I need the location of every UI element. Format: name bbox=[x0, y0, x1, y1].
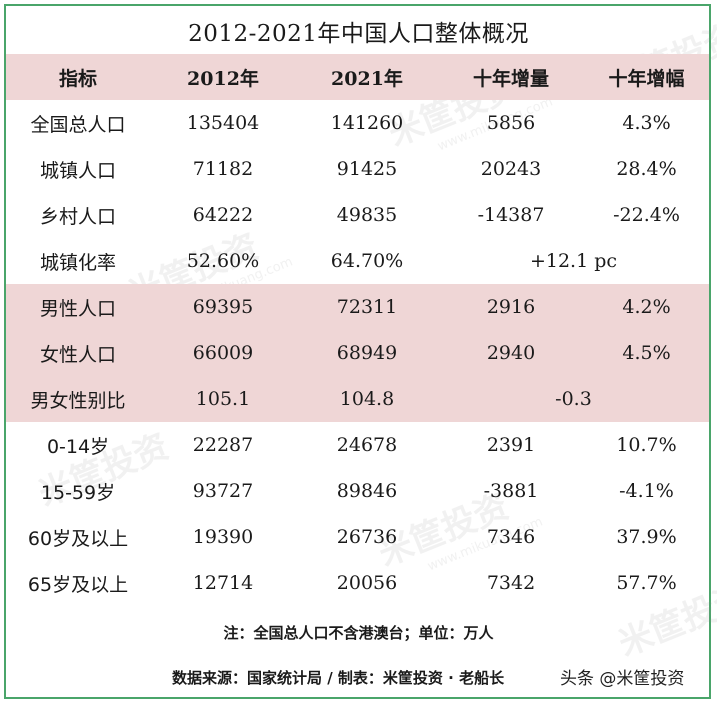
table-row: 男性人口 69395 72311 2916 4.2% bbox=[6, 284, 709, 330]
table-row: 65岁及以上 12714 20056 7342 57.7% bbox=[6, 560, 709, 606]
increase-value: -3881 bbox=[483, 480, 539, 502]
row-label: 65岁及以上 bbox=[27, 573, 129, 596]
row-label: 0-14岁 bbox=[46, 435, 110, 458]
value-2012: 64222 bbox=[192, 204, 254, 226]
table-row: 女性人口 66009 68949 2940 4.5% bbox=[6, 330, 709, 376]
table-row: 全国总人口 135404 141260 5856 4.3% bbox=[6, 100, 709, 146]
table-frame bbox=[4, 4, 711, 699]
value-2021: 49835 bbox=[336, 204, 398, 226]
value-2021: 91425 bbox=[336, 158, 398, 180]
table-body: 全国总人口 135404 141260 5856 4.3% 城镇人口 71182 91425 2… bbox=[6, 100, 709, 606]
value-2012: 52.60% bbox=[186, 250, 260, 272]
value-2012: 12714 bbox=[192, 572, 254, 594]
header-2021: 2021年 bbox=[296, 54, 438, 100]
table-row: 城镇化率 52.60% 64.70% +12.1 pc bbox=[6, 238, 709, 284]
increase-value: 2916 bbox=[438, 284, 584, 330]
row-label: 15-59岁 bbox=[40, 481, 116, 504]
growth-value: 57.7% bbox=[616, 572, 677, 594]
change-value: -0.3 bbox=[438, 376, 709, 422]
row-label: 城镇化率 bbox=[39, 251, 116, 274]
table-row: 0-14岁 22287 24678 2391 10.7% bbox=[6, 422, 709, 468]
growth-value: -4.1% bbox=[619, 480, 674, 502]
header-2012: 2012年 bbox=[150, 54, 296, 100]
table-row: 60岁及以上 19390 26736 7346 37.9% bbox=[6, 514, 709, 560]
growth-value: 4.2% bbox=[584, 284, 709, 330]
growth-value: -22.4% bbox=[613, 204, 680, 226]
growth-value: 4.5% bbox=[584, 330, 709, 376]
row-label: 乡村人口 bbox=[39, 205, 116, 228]
increase-value: 20243 bbox=[480, 158, 542, 180]
value-2012: 105.1 bbox=[150, 376, 296, 422]
row-label: 男女性别比 bbox=[6, 376, 150, 422]
value-2021: 72311 bbox=[296, 284, 438, 330]
table-row: 乡村人口 64222 49835 -14387 -22.4% bbox=[6, 192, 709, 238]
value-2012: 71182 bbox=[192, 158, 254, 180]
table-row: 城镇人口 71182 91425 20243 28.4% bbox=[6, 146, 709, 192]
value-2012: 93727 bbox=[192, 480, 254, 502]
value-2021: 64.70% bbox=[330, 250, 404, 272]
row-label: 城镇人口 bbox=[39, 159, 116, 182]
header-indicator: 指标 bbox=[6, 54, 150, 100]
table-row: 男女性别比 105.1 104.8 -0.3 bbox=[6, 376, 709, 422]
table-row: 15-59岁 93727 89846 -3881 -4.1% bbox=[6, 468, 709, 514]
growth-value: 10.7% bbox=[616, 434, 677, 456]
value-2012: 69395 bbox=[150, 284, 296, 330]
increase-value: 7346 bbox=[486, 526, 536, 548]
value-2021: 26736 bbox=[336, 526, 398, 548]
value-2021: 141260 bbox=[330, 112, 404, 134]
growth-value: 37.9% bbox=[616, 526, 677, 548]
value-2012: 66009 bbox=[150, 330, 296, 376]
increase-value: -14387 bbox=[477, 204, 545, 226]
row-label: 全国总人口 bbox=[30, 113, 126, 136]
page-title: 2012-2021年中国人口整体概况 bbox=[188, 21, 529, 47]
value-2021: 89846 bbox=[336, 480, 398, 502]
increase-value: 5856 bbox=[486, 112, 536, 134]
change-value: +12.1 pc bbox=[529, 250, 618, 272]
brand-tag: 头条 @米筐投资 bbox=[560, 669, 685, 689]
value-2012: 22287 bbox=[192, 434, 254, 456]
row-label: 男性人口 bbox=[6, 284, 150, 330]
value-2021: 104.8 bbox=[296, 376, 438, 422]
row-label: 60岁及以上 bbox=[27, 527, 129, 550]
value-2021: 68949 bbox=[296, 330, 438, 376]
header-increase: 十年增量 bbox=[438, 54, 584, 100]
source-credit: 数据来源：国家统计局 / 制表：米筐投资 · 老船长 bbox=[172, 669, 505, 687]
header-growth: 十年增幅 bbox=[584, 54, 709, 100]
value-2021: 20056 bbox=[336, 572, 398, 594]
increase-value: 2940 bbox=[438, 330, 584, 376]
increase-value: 2391 bbox=[486, 434, 536, 456]
increase-value: 7342 bbox=[486, 572, 536, 594]
growth-value: 4.3% bbox=[622, 112, 671, 134]
footnote: 注：全国总人口不含港澳台；单位：万人 bbox=[223, 624, 494, 642]
growth-value: 28.4% bbox=[616, 158, 677, 180]
population-table: 指标 2012年 2021年 十年增量 十年增幅 全国总人口 135404 1412… bbox=[6, 54, 709, 606]
value-2012: 19390 bbox=[192, 526, 254, 548]
value-2012: 135404 bbox=[186, 112, 260, 134]
value-2021: 24678 bbox=[336, 434, 398, 456]
table-header-row: 指标 2012年 2021年 十年增量 十年增幅 bbox=[6, 54, 709, 100]
row-label: 女性人口 bbox=[6, 330, 150, 376]
